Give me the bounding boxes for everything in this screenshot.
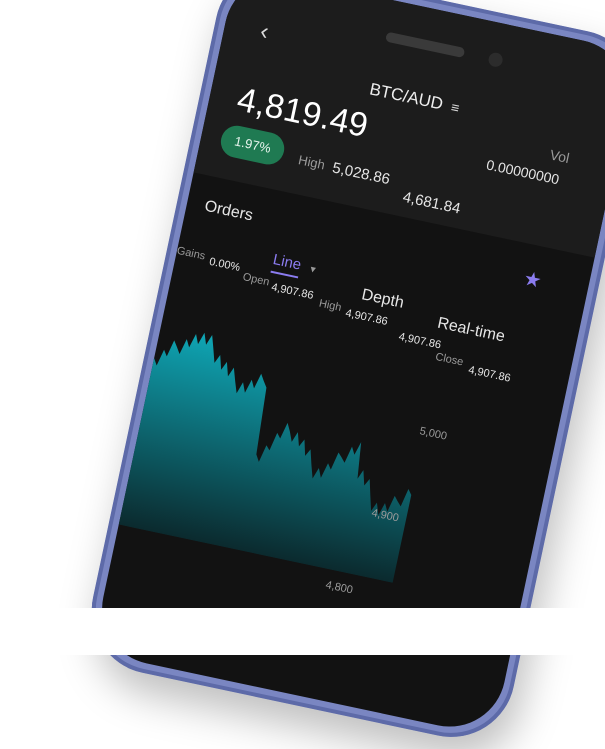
stat-high-value: 4,907.86 <box>344 307 389 328</box>
tab-line-label: Line <box>270 251 303 279</box>
tab-depth[interactable]: Depth <box>360 286 406 312</box>
gains-label: Gains <box>175 244 207 263</box>
phone-screen: ‹ BTC/AUD ≡ 4,819.49 Vol 0.00000000 1.97… <box>91 0 605 737</box>
tab-line[interactable]: Line ▼ <box>270 251 319 279</box>
triangle-down-icon: ▼ <box>307 263 319 276</box>
phone-frame: ‹ BTC/AUD ≡ 4,819.49 Vol 0.00000000 1.97… <box>79 0 605 749</box>
close-value: 4,907.86 <box>467 364 512 385</box>
phone-mockup: ‹ BTC/AUD ≡ 4,819.49 Vol 0.00000000 1.97… <box>79 0 605 749</box>
y-tick-4800: 4,800 <box>324 579 354 597</box>
stat-high-label: High <box>317 297 343 314</box>
open-label: Open <box>241 271 271 289</box>
tab-orders[interactable]: Orders <box>203 197 255 225</box>
vol-b: vol:0.00 <box>91 494 122 515</box>
page-bottom <box>0 608 605 655</box>
star-icon[interactable]: ★ <box>521 267 544 293</box>
gains-value: 0.00% <box>208 255 242 275</box>
change-value: 1.97% <box>233 133 273 156</box>
open-value: 4,907.86 <box>270 281 315 302</box>
price-area-chart <box>91 329 412 583</box>
tab-realtime[interactable]: Real-time <box>435 314 507 346</box>
price-area <box>91 329 412 583</box>
